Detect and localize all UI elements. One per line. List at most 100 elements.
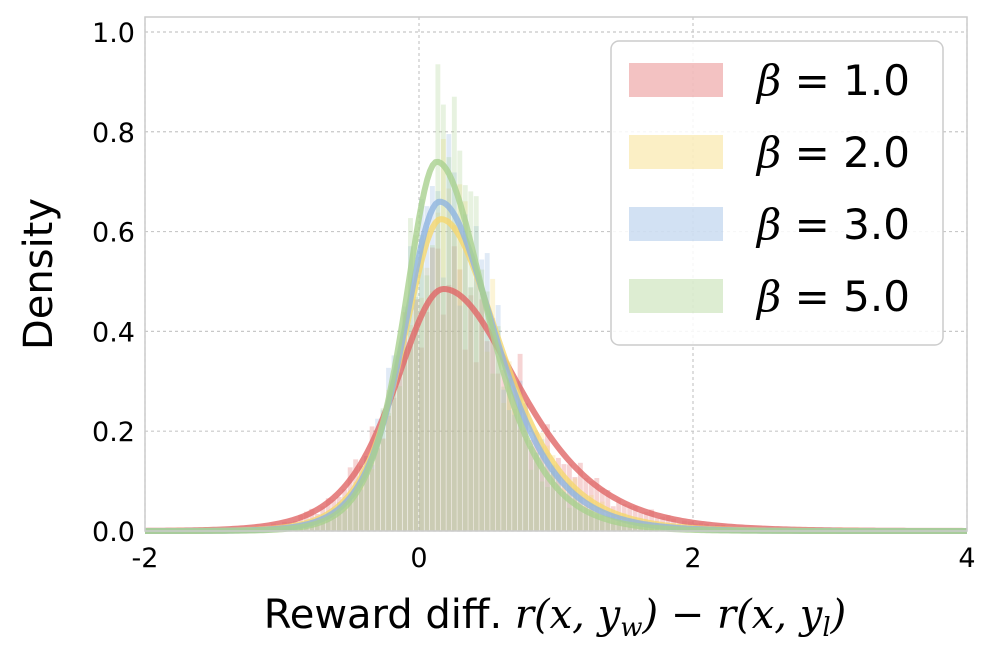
- histogram-bar: [468, 295, 474, 531]
- histogram-bar: [336, 502, 342, 531]
- histogram-bar: [556, 492, 561, 531]
- histogram-bar: [391, 397, 397, 531]
- histogram-bar: [457, 305, 463, 531]
- histogram-bar: [342, 497, 348, 531]
- histogram-bars: [205, 64, 813, 532]
- histogram-bar: [468, 287, 474, 531]
- histogram-bar: [402, 312, 408, 531]
- histogram-bar: [320, 520, 326, 531]
- histogram-bar: [380, 438, 386, 531]
- histogram-bar: [446, 157, 452, 531]
- histogram-bar: [534, 452, 539, 531]
- histogram-bar: [435, 191, 441, 531]
- histogram-bar: [369, 458, 375, 531]
- legend-swatch: [629, 279, 723, 313]
- histogram-bar: [353, 492, 359, 531]
- histogram-bar: [413, 299, 419, 531]
- histogram-bar: [435, 212, 441, 531]
- histogram-bar: [577, 494, 583, 531]
- histogram-bar: [495, 326, 501, 531]
- histogram-bar: [556, 472, 561, 531]
- legend-swatch: [629, 135, 723, 169]
- x-tick-label: 2: [684, 543, 701, 574]
- histogram-bar: [342, 500, 348, 531]
- histogram-bar: [479, 269, 485, 531]
- histogram-bar: [534, 452, 539, 531]
- histogram-bar: [309, 525, 315, 531]
- histogram-bar: [528, 469, 534, 531]
- legend-frame: [610, 40, 944, 346]
- histogram-bar: [572, 498, 578, 531]
- histogram-bar: [462, 185, 468, 531]
- histogram-bar: [484, 351, 490, 531]
- x-axis-label: Reward diff. r(x, yw) − r(x, yl): [264, 592, 847, 643]
- histogram-bar: [325, 516, 331, 531]
- histogram-bar: [386, 413, 391, 531]
- histogram-bar: [380, 408, 386, 531]
- histogram-bar: [429, 186, 435, 531]
- histogram-bar: [451, 246, 457, 531]
- histogram-bar: [429, 290, 435, 531]
- histogram-bar: [347, 493, 353, 531]
- histogram-bar: [419, 297, 424, 531]
- histogram-bar: [451, 96, 457, 531]
- histogram-bar: [358, 479, 364, 531]
- histogram-bar: [572, 488, 578, 531]
- histogram-bar: [331, 507, 337, 531]
- histogram-bar: [512, 408, 518, 531]
- histogram-bar: [331, 508, 337, 531]
- histogram-bar: [479, 259, 485, 531]
- histogram-bar: [375, 448, 381, 531]
- histogram-bar: [413, 296, 419, 531]
- histogram-bar: [386, 367, 391, 531]
- histogram-bar: [610, 522, 616, 531]
- histogram-bar: [523, 403, 528, 531]
- histogram-bar: [408, 218, 413, 532]
- histogram-bar: [506, 377, 512, 531]
- x-tick-label: -2: [132, 543, 159, 574]
- histogram-bar: [320, 519, 326, 531]
- legend-label: β = 5.0: [755, 272, 910, 321]
- histogram-bar: [621, 525, 627, 531]
- histogram-bar: [424, 267, 430, 531]
- histogram-bar: [545, 486, 550, 531]
- histogram-bar: [534, 432, 539, 531]
- legend-swatch: [629, 207, 723, 241]
- y-tick-label: 0.8: [92, 118, 135, 149]
- histogram-bar: [539, 432, 545, 531]
- y-tick-label: 0.6: [92, 218, 135, 249]
- histogram-bar: [391, 385, 397, 531]
- histogram-bar: [331, 516, 337, 531]
- histogram-bar: [550, 465, 556, 531]
- histogram-bar: [468, 287, 474, 531]
- histogram-bar: [501, 369, 507, 531]
- histogram-bar: [408, 246, 413, 531]
- histogram-bar: [402, 346, 408, 531]
- plot-frame: [144, 16, 968, 532]
- histogram-bar: [627, 526, 633, 531]
- histogram-bar: [375, 418, 381, 531]
- histogram-bar: [440, 104, 446, 532]
- histogram-bar: [501, 402, 507, 531]
- histogram-bar: [364, 459, 370, 531]
- histogram-bar: [566, 483, 572, 531]
- histogram-bar: [605, 520, 611, 531]
- histogram-bar: [566, 507, 572, 531]
- histogram-bar: [347, 498, 353, 531]
- histogram-bar: [528, 446, 534, 531]
- histogram-bar: [588, 511, 594, 531]
- histogram-bar: [490, 373, 496, 531]
- histogram-bar: [424, 312, 430, 531]
- histogram-bar: [462, 201, 468, 531]
- histogram-bar: [369, 426, 375, 531]
- histogram-bar: [408, 345, 413, 531]
- histogram-bar: [386, 415, 391, 531]
- histogram-bar: [457, 184, 463, 531]
- histogram-bar: [517, 399, 523, 531]
- histogram-bar: [325, 515, 331, 531]
- histogram-bar: [517, 428, 523, 531]
- histogram-bar: [435, 64, 441, 532]
- histogram-bar: [375, 435, 381, 531]
- histogram-bar: [336, 512, 342, 531]
